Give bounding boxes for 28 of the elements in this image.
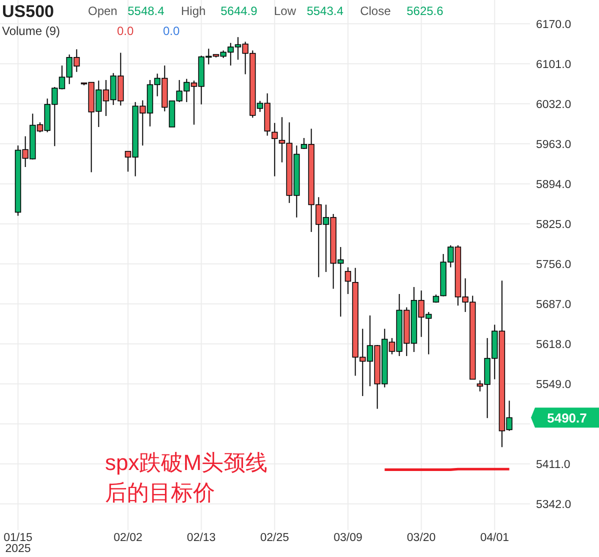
x-tick-label: 02/25 [260, 532, 290, 544]
x-tick-label: 02/02 [114, 532, 142, 544]
annotation: 0.0 [117, 24, 134, 38]
y-tick-label: 5894.0 [536, 178, 572, 191]
text: 5490.7 [547, 410, 587, 426]
y-tick-label: 5618.0 [536, 338, 572, 351]
candlestick [272, 122, 278, 177]
y-tick-label: 5549.0 [536, 378, 572, 391]
text: Open 5548.4 High 5644.9 Low 5543.4 Close 5625.6 [88, 4, 444, 18]
x-tick-label: 04/01 [480, 532, 510, 544]
candlestick [344, 266, 352, 294]
annotation: Volume (9) [2, 24, 60, 38]
x-tick-label: 02/13 [186, 532, 216, 544]
y-tick-label: 5411.0 [536, 458, 570, 471]
x-tick-label: 03/09 [334, 532, 362, 544]
annotation: spx跌破M头颈线后的目标价 [105, 450, 268, 505]
y-tick-label: 5756.0 [536, 258, 572, 271]
y-tick-label: 5825.0 [536, 218, 572, 231]
annotation: 0.0 [163, 24, 180, 38]
y-tick-label: 6170.0 [536, 18, 572, 31]
y-tick-label: 5963.0 [536, 138, 572, 151]
chart-title: US500 [2, 2, 54, 21]
y-tick-label: 5687.0 [536, 298, 572, 311]
y-tick-label: 5342.0 [536, 498, 572, 511]
x-tick-label: 03/20 [406, 532, 436, 544]
y-tick-label: 6101.0 [536, 58, 572, 71]
y-tick-label: 6032.0 [536, 98, 572, 111]
x-tick-label: 01/15 2025 [4, 532, 32, 555]
